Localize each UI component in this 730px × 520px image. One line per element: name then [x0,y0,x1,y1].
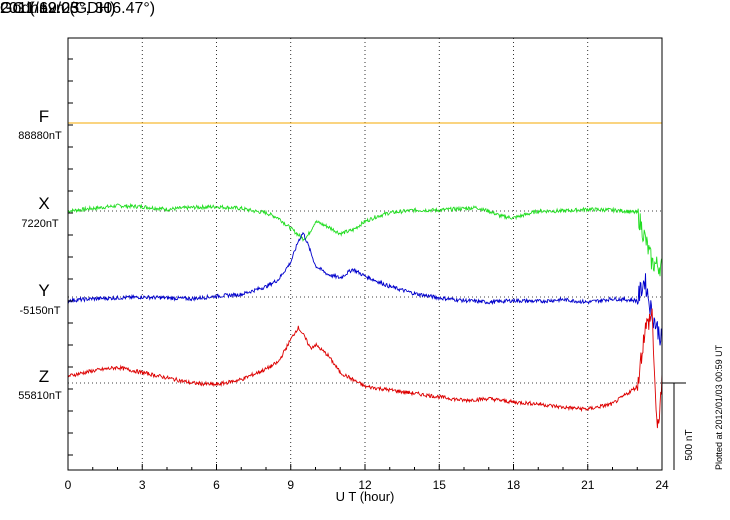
x-tick-label: 15 [433,478,447,492]
coordinates-label: GG ( 69.25°, 306.47°) [0,0,156,17]
series-line-Z [67,308,663,429]
axis-ticks: 0 3 6 9 12 15 18 21 24 [65,58,669,492]
x-tick-label: 3 [139,478,146,492]
series-baseline-Z: 55810nT [18,390,62,402]
x-tick-label: 24 [655,478,669,492]
series-line-X [67,202,663,277]
scale-bar-label: 500 nT [684,429,695,460]
x-tick-label: 9 [287,478,294,492]
series-baseline-X: 7220nT [21,218,59,230]
station-title: Godhavn (GDH) [0,0,116,17]
x-tick-label: 18 [507,478,521,492]
series-baseline-F: 88880nT [18,130,62,142]
series-name-X: X [38,194,50,213]
x-tick-label: 12 [358,478,372,492]
scale-bar: 500 nT [662,382,695,470]
series-baseline-Y: -5150nT [19,305,61,317]
x-tick-label: 21 [581,478,595,492]
series-name-F: F [38,107,50,126]
series-name-Y: Y [38,281,50,300]
x-axis-label: U T (hour) [336,489,395,504]
date-label: 2011/12/03 [0,0,79,17]
x-tick-label: 0 [65,478,72,492]
x-tick-label: 6 [213,478,220,492]
grid [68,38,662,470]
series-line-Y [67,231,663,346]
series-lines [67,122,663,429]
series-name-Z: Z [38,367,50,386]
